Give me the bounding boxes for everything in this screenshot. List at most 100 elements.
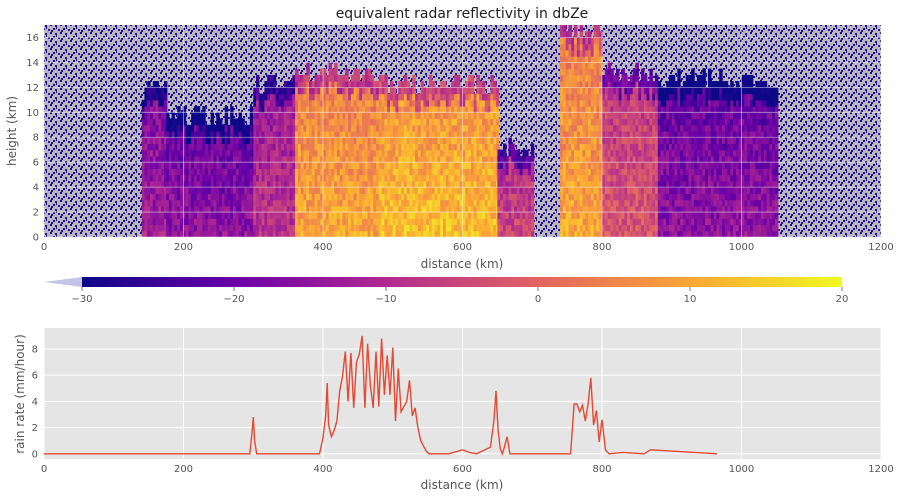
heatmap-cell (710, 193, 715, 201)
heatmap-cell (588, 118, 592, 126)
heatmap-cell (158, 93, 162, 101)
heatmap-cell (420, 174, 425, 182)
heatmap-cell (317, 155, 321, 163)
heatmap-cell (677, 174, 681, 182)
heatmap-cell (663, 118, 667, 126)
heatmap-cell (479, 168, 483, 176)
heatmap-cell (649, 99, 653, 107)
heatmap-cell (221, 131, 226, 138)
heatmap-cell (702, 224, 706, 232)
heatmap-cell (219, 199, 223, 207)
heatmap-cell (500, 168, 504, 176)
heatmap-cell (233, 205, 237, 213)
heatmap-cell (694, 187, 698, 194)
heatmap-cell (306, 224, 310, 232)
heatmap-cell (635, 143, 639, 151)
heatmap-cell (278, 87, 282, 95)
heatmap-cell (699, 81, 703, 88)
heatmap-cell (643, 205, 648, 213)
heatmap-cell (713, 106, 717, 113)
heatmap-cell (401, 168, 405, 176)
heatmap-cell (401, 193, 405, 201)
heatmap-cell (669, 224, 673, 232)
heatmap-cell (185, 193, 189, 201)
heatmap-cell (652, 155, 656, 163)
heatmap-cell (230, 137, 234, 144)
heatmap-cell (325, 187, 330, 194)
heatmap-cell (590, 112, 595, 120)
heatmap-cell (490, 224, 494, 232)
heatmap-cell (730, 162, 734, 169)
heatmap-cell (286, 205, 291, 213)
heatmap-cell (590, 124, 595, 132)
heatmap-cell (699, 74, 703, 82)
heatmap-cell (235, 168, 240, 176)
heatmap-cell (155, 143, 159, 151)
heatmap-cell (716, 149, 720, 157)
heatmap-cell (652, 112, 656, 120)
heatmap-cell (331, 187, 335, 194)
heatmap-cell (565, 31, 570, 38)
heatmap-cell (164, 106, 168, 113)
heatmap-cell (303, 112, 307, 120)
heatmap-cell (350, 118, 355, 126)
heatmap-cell (423, 143, 427, 151)
heatmap-cell (596, 224, 600, 232)
heatmap-cell (719, 118, 723, 126)
heatmap-cell (328, 62, 332, 70)
heatmap-cell (381, 174, 385, 182)
heatmap-cell (256, 199, 260, 207)
heatmap-cell (437, 112, 441, 120)
heatmap-cell (398, 131, 402, 138)
heatmap-cell (643, 212, 648, 219)
heatmap-cell (493, 155, 497, 163)
heatmap-cell (641, 131, 645, 138)
heatmap-cell (663, 162, 667, 169)
heatmap-cell (604, 155, 609, 163)
heatmap-cell (445, 118, 450, 126)
heatmap-cell (300, 131, 305, 138)
heatmap-cell (646, 193, 650, 201)
heatmap-cell (401, 224, 405, 232)
heatmap-cell (331, 99, 335, 107)
heatmap-cell (505, 218, 510, 226)
heatmap-cell (576, 118, 581, 126)
heatmap-cell (596, 193, 600, 201)
heatmap-cell (560, 37, 564, 45)
heatmap-cell (593, 124, 597, 132)
heatmap-cell (297, 74, 302, 82)
heatmap-cell (490, 218, 494, 226)
heatmap-cell (264, 224, 268, 232)
heatmap-cell (487, 99, 491, 107)
heatmap-cell (593, 131, 597, 138)
heatmap-cell (641, 155, 645, 163)
heatmap-cell (588, 87, 592, 95)
heatmap-cell (367, 99, 371, 107)
heatmap-cell (470, 124, 475, 132)
heatmap-cell (409, 162, 413, 169)
heatmap-cell (607, 74, 611, 82)
heatmap-cell (525, 155, 529, 163)
heatmap-cell (356, 143, 360, 151)
heatmap-cell (219, 124, 223, 132)
heatmap-cell (258, 106, 263, 113)
heatmap-cell (688, 199, 692, 207)
heatmap-cell (258, 118, 263, 126)
heatmap-cell (459, 131, 464, 138)
heatmap-cell (303, 162, 307, 169)
heatmap-cell (356, 205, 360, 213)
heatmap-cell (470, 168, 475, 176)
heatmap-cell (596, 180, 600, 188)
heatmap-cell (300, 199, 305, 207)
heatmap-cell (247, 224, 251, 232)
heatmap-cell (345, 224, 349, 232)
heatmap-cell (621, 187, 625, 194)
heatmap-cell (618, 212, 623, 219)
heatmap-cell (417, 230, 422, 237)
heatmap-cell (317, 199, 321, 207)
heatmap-cell (378, 162, 383, 169)
heatmap-cell (560, 180, 564, 188)
heatmap-cell (691, 187, 695, 194)
heatmap-cell (188, 230, 192, 237)
heatmap-cell (585, 218, 589, 226)
